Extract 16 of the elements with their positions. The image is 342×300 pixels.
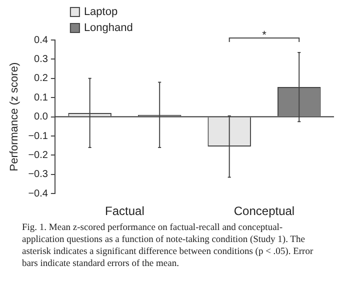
y-tick-label: 0.3	[34, 54, 48, 65]
y-tick-label: 0.0	[34, 112, 48, 123]
y-axis-title: Performance (z score)	[8, 62, 21, 172]
y-tick-label: 0.2	[34, 73, 48, 84]
legend-label: Laptop	[84, 6, 118, 18]
y-tick-label: 0.1	[34, 92, 48, 104]
x-tick-label: Conceptual	[234, 204, 295, 218]
y-tick-label: −0.3	[28, 169, 48, 180]
y-tick-label: −0.4	[28, 188, 48, 200]
annotation: *	[262, 30, 268, 42]
y-tick-label: 0.4	[34, 34, 48, 46]
y-tick-label: −0.2	[28, 150, 48, 161]
legend-label: Longhand	[84, 22, 133, 34]
x-tick-label: Factual	[105, 204, 144, 218]
caption: Fig. 1. Mean z-scored performance on factual-recall and conceptual-application questions as a function of note-taking condition (Study 1). The asterisk indicates a significant difference between conditions (p < .05). Error bars indicate standard errors of the mean.	[22, 222, 314, 270]
y-tick-label: −0.1	[28, 130, 48, 142]
